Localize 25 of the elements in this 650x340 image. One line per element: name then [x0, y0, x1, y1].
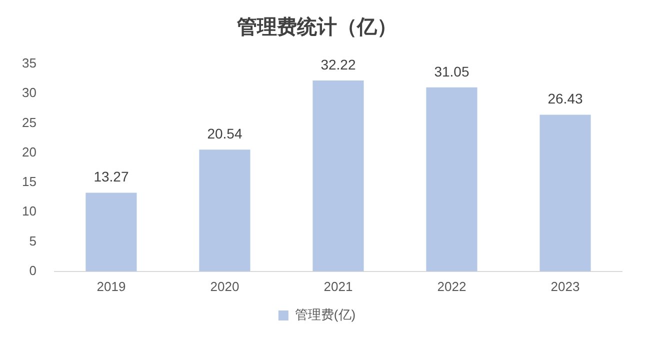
- x-tick-label: 2019: [96, 278, 126, 294]
- x-tick-label: 2021: [324, 278, 353, 294]
- data-label: 20.54: [207, 126, 242, 142]
- data-label: 32.22: [320, 56, 356, 72]
- x-tick-label: 2020: [210, 278, 240, 294]
- y-tick-label: 10: [22, 204, 36, 219]
- y-tick-label: 30: [22, 85, 36, 100]
- y-tick-label: 0: [29, 262, 36, 278]
- data-label: 26.43: [548, 90, 583, 107]
- y-tick-label: 15: [22, 174, 36, 190]
- legend-label: 管理费(亿): [294, 307, 356, 322]
- bar: [426, 87, 478, 272]
- y-tick-label: 35: [22, 56, 36, 71]
- chart-title: 管理费统计（亿）: [236, 16, 397, 39]
- y-tick-label: 20: [22, 144, 36, 160]
- y-tick-label: 5: [29, 233, 36, 248]
- y-tick-label: 25: [22, 114, 36, 130]
- data-label: 13.27: [94, 168, 129, 185]
- bar: [312, 80, 364, 272]
- bar: [199, 150, 250, 272]
- x-tick-label: 2022: [437, 278, 466, 294]
- data-label: 31.05: [434, 63, 470, 80]
- x-tick-label: 2023: [550, 278, 580, 294]
- bar: [86, 192, 137, 272]
- bar: [540, 114, 591, 272]
